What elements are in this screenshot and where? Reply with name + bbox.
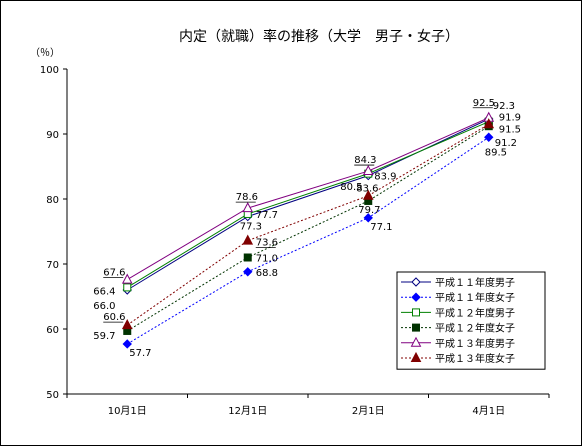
marker-diamond (122, 339, 132, 349)
data-label: 68.8 (256, 268, 278, 279)
y-tick-label: 70 (46, 260, 59, 271)
x-tick-label: 10月1日 (108, 405, 147, 417)
marker-diamond (411, 292, 421, 302)
legend-label: 平成１２年度女子 (435, 322, 515, 335)
series-5 (121, 111, 495, 284)
y-axis-unit: （％） (30, 47, 60, 59)
legend-box (396, 271, 546, 370)
series-line (126, 123, 490, 326)
data-label: 57.7 (129, 348, 151, 359)
data-label: 92.3 (493, 101, 515, 112)
data-label: 92.5 (473, 98, 495, 109)
x-tick-label: 12月1日 (228, 405, 267, 417)
y-tick-label: 60 (46, 325, 59, 336)
marker-square (243, 253, 252, 262)
marker-diamond (484, 132, 494, 142)
data-label: 60.6 (103, 312, 125, 323)
y-tick-label: 90 (46, 130, 59, 141)
legend-item-3: 平成１２年度男子 (401, 306, 515, 319)
data-label: 84.3 (354, 155, 376, 166)
marker-triangle (242, 234, 254, 245)
series-line (126, 125, 490, 332)
x-tick-label: 4月1日 (472, 405, 505, 417)
marker-square (412, 323, 420, 332)
legend-label: 平成１１年度男子 (435, 276, 515, 289)
legend-item-5: 平成１３年度男子 (401, 336, 515, 350)
data-label: 80.5 (340, 182, 362, 193)
series-6 (121, 118, 495, 330)
data-label: 79.7 (358, 205, 380, 216)
marker-triangle (410, 336, 422, 347)
y-tick-label: 50 (46, 390, 59, 401)
data-label: 66.4 (93, 286, 115, 297)
marker-diamond (363, 213, 373, 223)
y-tick-label: 80 (46, 195, 59, 206)
series-line (126, 121, 489, 288)
legend-item-2: 平成１１年度女子 (401, 291, 515, 304)
legend-label: 平成１３年度女子 (435, 352, 515, 365)
marker-square (123, 283, 132, 292)
data-label: 59.7 (93, 331, 115, 342)
marker-triangle (362, 189, 374, 200)
legend-item-4: 平成１２年度女子 (401, 322, 515, 335)
legend-label: 平成１３年度男子 (435, 337, 515, 350)
data-label: 77.7 (256, 210, 278, 221)
marker-triangle (121, 273, 133, 284)
series-line (126, 117, 489, 281)
data-label: 83.9 (374, 172, 396, 183)
data-label: 91.2 (495, 138, 517, 149)
data-label: 77.3 (240, 222, 262, 233)
series-line (126, 136, 490, 345)
x-tick-label: 2月1日 (352, 405, 385, 417)
data-label: 78.6 (236, 192, 258, 203)
series-2 (122, 132, 494, 349)
legend: 平成１１年度男子平成１１年度女子平成１２年度男子平成１２年度女子平成１３年度男子… (396, 271, 546, 370)
data-label: 73.6 (256, 238, 278, 249)
data-label: 71.0 (256, 254, 278, 265)
legend-item-1: 平成１１年度男子 (401, 276, 515, 289)
data-label: 91.5 (499, 124, 521, 135)
series-layer (121, 111, 495, 349)
data-labels: 67.6 66.4 66.060.6 59.7 57.7 78.6 77.777.3 73.6… (93, 98, 521, 359)
chart-title: 内定（就職）率の推移（大学 男子・女子） (179, 28, 459, 45)
data-label: 66.0 (93, 301, 115, 312)
marker-triangle (362, 164, 374, 176)
marker-diamond (411, 277, 421, 287)
data-label: 67.6 (103, 268, 125, 279)
legend-item-6: 平成１３年度女子 (401, 351, 515, 365)
marker-triangle (483, 118, 495, 129)
data-label: 91.9 (499, 113, 521, 124)
axes: 50 60 70 80 90 100 10月1日 12月1日 2月1日 4月1日 (40, 65, 550, 417)
data-label: 83.6 (356, 184, 378, 195)
data-label: 89.5 (485, 147, 507, 158)
marker-triangle (242, 202, 254, 213)
legend-label: 平成１１年度女子 (435, 291, 515, 304)
marker-triangle (121, 319, 133, 330)
marker-triangle (410, 351, 422, 362)
marker-square (412, 308, 420, 317)
legend-label: 平成１２年度男子 (435, 306, 515, 319)
y-tick-label: 100 (40, 65, 59, 76)
data-label: 77.1 (370, 222, 392, 233)
marker-diamond (243, 267, 253, 277)
